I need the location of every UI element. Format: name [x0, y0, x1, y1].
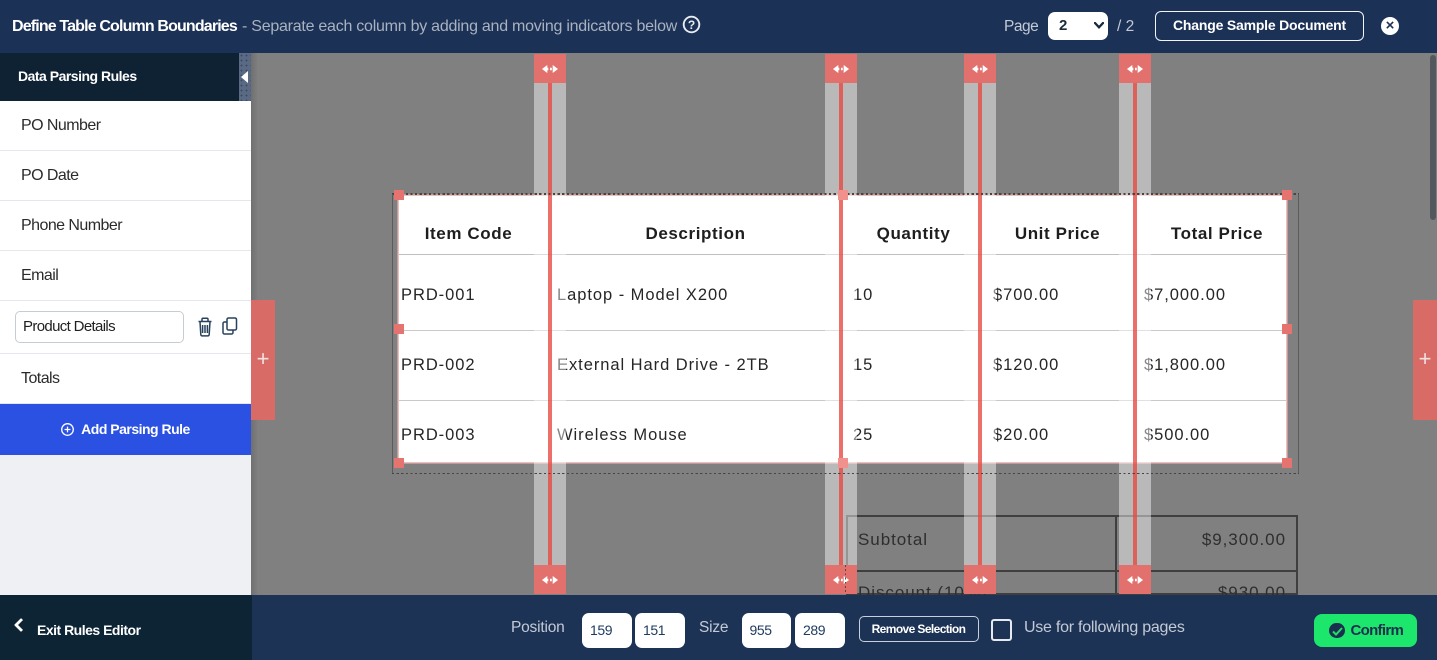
svg-text:?: ?: [688, 18, 695, 32]
